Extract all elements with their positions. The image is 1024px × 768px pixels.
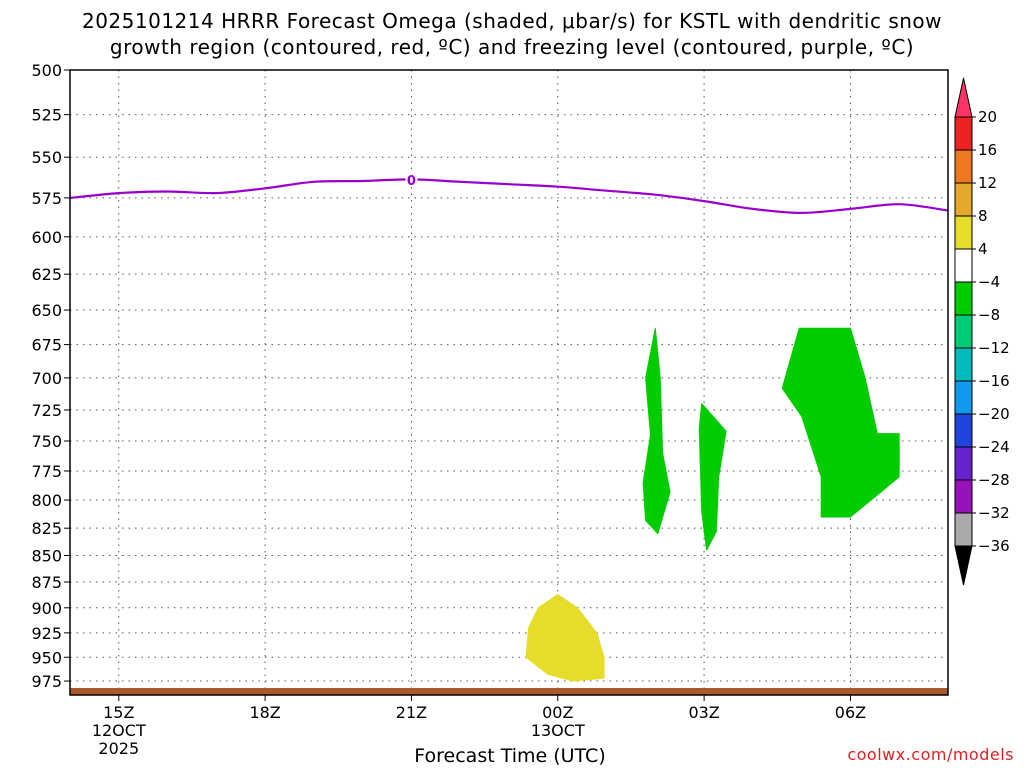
colorbar-segment <box>954 512 973 547</box>
y-tick-label: 600 <box>31 228 62 247</box>
y-tick-label: 950 <box>31 648 62 667</box>
chart-title: 2025101214 HRRR Forecast Omega (shaded, … <box>0 8 1024 60</box>
colorbar-label: −12 <box>978 339 1010 357</box>
y-tick-label: 650 <box>31 301 62 320</box>
freezing-level-label-bg <box>405 172 418 187</box>
colorbar-label: 20 <box>978 108 997 126</box>
colorbar-label: −32 <box>978 504 1010 522</box>
y-tick-label: 975 <box>31 672 62 691</box>
y-axis: 500 525 550 575 600 625 650 675 700 725 750 775 800 8… <box>31 61 70 691</box>
y-tick-label: 575 <box>31 189 62 208</box>
omega-region-1 <box>642 327 671 535</box>
y-tick-label: 675 <box>31 336 62 355</box>
colorbar-label: 16 <box>978 141 997 159</box>
colorbar-label: −28 <box>978 471 1010 489</box>
y-tick-label: 725 <box>31 401 62 420</box>
colorbar-segment <box>954 446 973 481</box>
colorbar-bottom-arrow <box>954 545 973 586</box>
y-tick-label: 625 <box>31 265 62 284</box>
chart-title-line1: 2025101214 HRRR Forecast Omega (shaded, … <box>81 9 943 33</box>
colorbar-top-arrow <box>954 77 973 118</box>
colorbar-label: 12 <box>978 174 997 192</box>
omega-region-2 <box>698 403 727 551</box>
colorbar-segment <box>954 215 973 250</box>
x-tick-label: 21Z <box>396 703 427 722</box>
surface-band <box>70 688 948 695</box>
x-axis-label: Forecast Time (UTC) <box>414 745 606 767</box>
colorbar-label: 4 <box>978 240 988 258</box>
x-tick-date: 13OCT <box>531 721 585 740</box>
x-tick-label: 03Z <box>688 703 719 722</box>
colorbar: 20 16 12 8 4 −4 −8 −12 −16 −20 −24 −28 −32 −36 <box>954 77 1010 586</box>
y-tick-label: 525 <box>31 106 62 125</box>
plot-frame <box>69 69 949 696</box>
colorbar-label: 8 <box>978 207 988 225</box>
colorbar-label: −36 <box>978 537 1010 555</box>
y-tick-label: 825 <box>31 519 62 538</box>
colorbar-segment <box>954 149 973 184</box>
chart-title-line2: growth region (contoured, red, ºC) and f… <box>109 35 915 59</box>
credit-link[interactable]: coolwx.com/models <box>847 745 1014 764</box>
y-tick-label: 850 <box>31 546 62 565</box>
x-tick-year: 2025 <box>98 739 139 758</box>
y-tick-label: 550 <box>31 148 62 167</box>
x-tick-label: 00Z <box>542 703 573 722</box>
freezing-level-label: 0 <box>407 174 416 189</box>
y-tick-label: 700 <box>31 369 62 388</box>
colorbar-segment <box>954 380 973 415</box>
x-tick-label: 15Z <box>103 703 134 722</box>
colorbar-segment <box>954 479 973 514</box>
omega-region-3 <box>781 327 900 518</box>
colorbar-segment <box>954 413 973 448</box>
omega-region-4 <box>525 594 605 682</box>
freezing-level-contour: 0 <box>69 172 949 215</box>
colorbar-label: −16 <box>978 372 1010 390</box>
surface-band-rect <box>70 688 948 695</box>
colorbar-segment <box>954 182 973 217</box>
y-tick-label: 900 <box>31 599 62 618</box>
colorbar-segment <box>954 314 973 349</box>
freezing-level-line <box>69 178 949 215</box>
colorbar-label: −20 <box>978 405 1010 423</box>
colorbar-label: −4 <box>978 273 1000 291</box>
y-tick-label: 775 <box>31 462 62 481</box>
omega-shading <box>525 327 900 682</box>
y-tick-label: 925 <box>31 624 62 643</box>
colorbar-label: −8 <box>978 306 1000 324</box>
x-tick-label: 18Z <box>249 703 280 722</box>
y-tick-label: 750 <box>31 432 62 451</box>
x-tick-date: 12OCT <box>92 721 146 740</box>
colorbar-segment <box>954 248 973 283</box>
colorbar-label: −24 <box>978 438 1010 456</box>
y-tick-label: 500 <box>31 61 62 80</box>
colorbar-segment <box>954 281 973 316</box>
y-tick-label: 875 <box>31 573 62 592</box>
x-tick-label: 06Z <box>835 703 866 722</box>
colorbar-segment <box>954 116 973 151</box>
colorbar-segment <box>954 347 973 382</box>
y-tick-label: 800 <box>31 491 62 510</box>
